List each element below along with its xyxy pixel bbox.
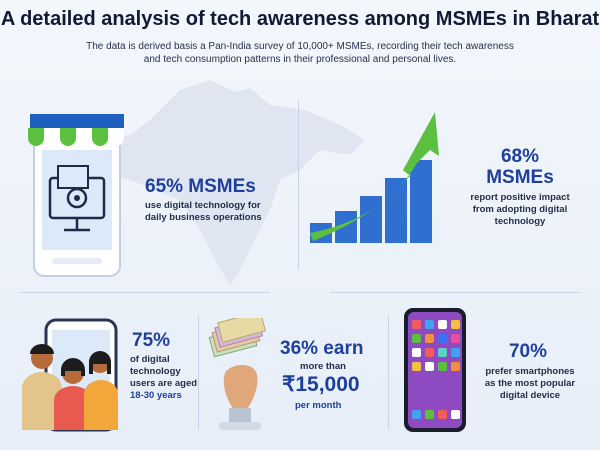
money-hand-icon (208, 318, 267, 430)
positive-impact-line-1: report positive impact (470, 192, 570, 203)
earnings-line-1: more than (300, 361, 346, 372)
people-phone-icon (22, 318, 118, 432)
subtitle-line-2: and tech consumption patterns in their p… (143, 54, 457, 65)
india-map-silhouette (90, 80, 365, 285)
divider-vertical-bottom-2 (388, 315, 389, 430)
earnings-headline: 36% earn (280, 338, 364, 359)
positive-impact-headline-1: 68% (500, 146, 540, 167)
young-users-line-3: users are aged (130, 378, 198, 389)
young-users-headline: 75% (132, 330, 171, 351)
smartphones-description: prefer smartphones as the most popular d… (470, 366, 590, 402)
smartphones-line-3: digital device (499, 390, 561, 401)
digital-ops-headline: 65% MSMEs (145, 176, 256, 197)
young-users-line-4: 18-30 years (130, 390, 182, 401)
positive-impact-description: report positive impact from adopting dig… (455, 192, 585, 228)
positive-impact-headline-2: MSMEs (486, 167, 554, 188)
young-users-line-1: of digital (130, 354, 170, 365)
divider-horizontal-left (20, 292, 270, 293)
smartphones-headline: 70% (508, 341, 548, 362)
smartphones-line-2: as the most popular (484, 378, 576, 389)
young-users-description: of digital technology users are aged 18-… (130, 354, 197, 402)
digital-ops-line-1: use digital technology for (145, 200, 261, 211)
earnings-amount: ₹15,000 (282, 373, 360, 396)
positive-impact-headline: 68% MSMEs (455, 146, 585, 188)
smartphone-icon (404, 308, 466, 432)
growth-chart-icon (310, 112, 439, 243)
positive-impact-line-2: from adopting digital (472, 204, 568, 215)
divider-vertical-bottom-1 (198, 315, 199, 430)
positive-impact-line-3: technology (494, 216, 546, 227)
young-users-line-2: technology (130, 366, 181, 377)
smartphones-line-1: prefer smartphones (485, 366, 575, 377)
store-computer-icon (28, 114, 124, 277)
digital-ops-line-2: daily business operations (145, 212, 262, 223)
earnings-line-2: per month (295, 400, 342, 411)
divider-horizontal-right (330, 292, 580, 293)
page-subtitle: The data is derived basis a Pan-India su… (60, 40, 540, 66)
divider-vertical-top (298, 100, 299, 270)
page-title: A detailed analysis of tech awareness am… (0, 8, 600, 30)
digital-ops-description: use digital technology for daily busines… (145, 200, 262, 224)
subtitle-line-1: The data is derived basis a Pan-India su… (86, 41, 514, 52)
